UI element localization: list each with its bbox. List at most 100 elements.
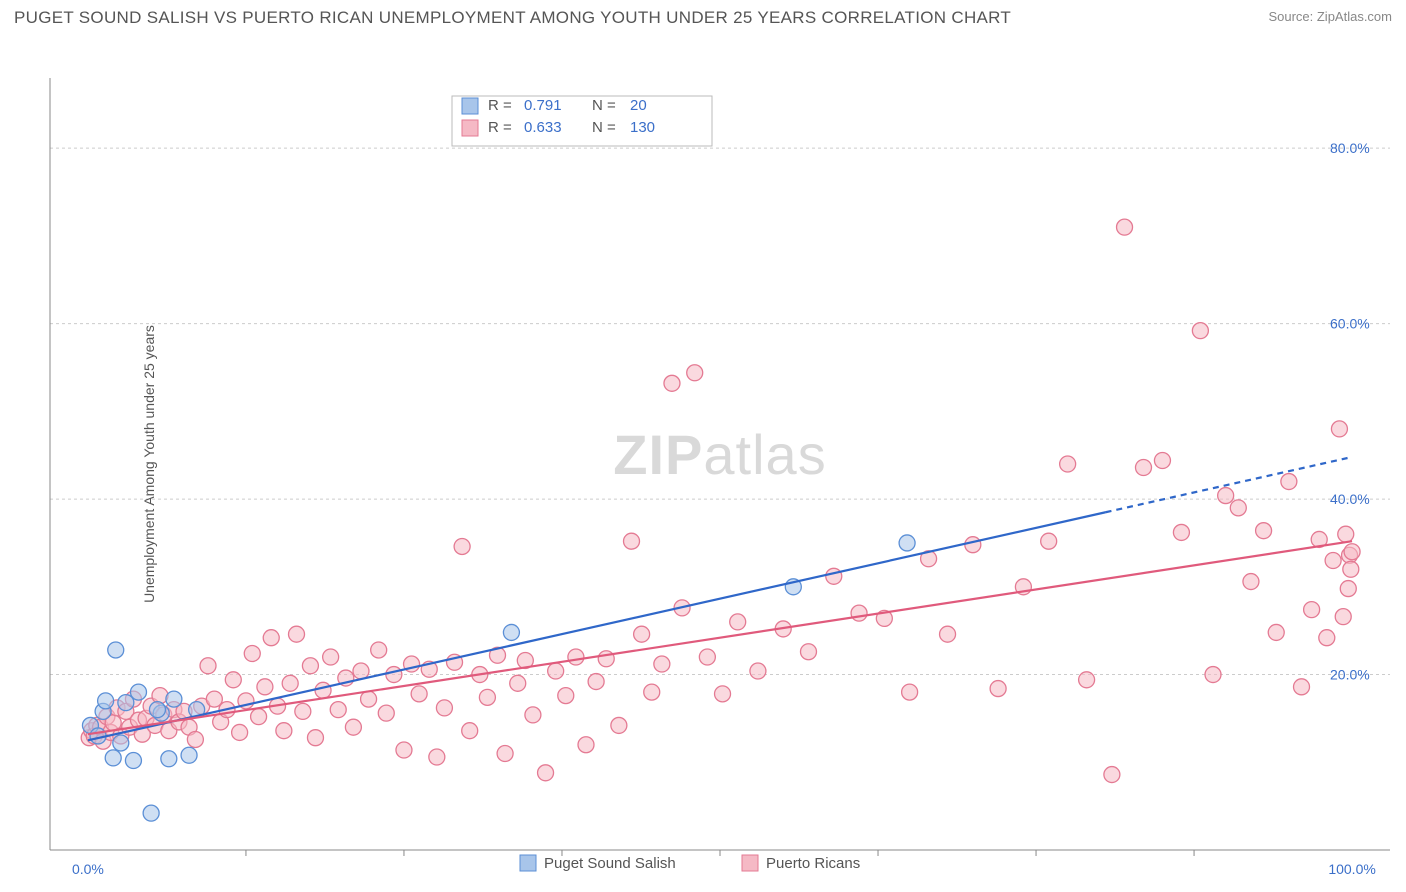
data-point — [315, 682, 331, 698]
data-point — [371, 642, 387, 658]
data-point — [396, 742, 412, 758]
data-point — [1205, 667, 1221, 683]
data-point — [902, 684, 918, 700]
data-point — [1135, 460, 1151, 476]
data-point — [244, 645, 260, 661]
data-point — [386, 667, 402, 683]
data-point — [497, 746, 513, 762]
data-point — [1173, 524, 1189, 540]
data-point — [899, 535, 915, 551]
data-point — [200, 658, 216, 674]
data-point — [181, 747, 197, 763]
legend-swatch — [462, 98, 478, 114]
data-point — [1218, 488, 1234, 504]
data-point — [330, 702, 346, 718]
data-point — [538, 765, 554, 781]
data-point — [644, 684, 660, 700]
legend-r-value: 0.791 — [524, 97, 562, 114]
data-point — [1294, 679, 1310, 695]
chart-header: PUGET SOUND SALISH VS PUERTO RICAN UNEMP… — [0, 0, 1406, 32]
data-point — [1060, 456, 1076, 472]
y-tick-label: 80.0% — [1330, 140, 1370, 156]
data-point — [1079, 672, 1095, 688]
data-point — [378, 705, 394, 721]
data-point — [479, 689, 495, 705]
data-point — [1256, 523, 1272, 539]
data-point — [411, 686, 427, 702]
data-point — [289, 626, 305, 642]
data-point — [750, 663, 766, 679]
y-axis-label: Unemployment Among Youth under 25 years — [141, 325, 157, 603]
data-point — [800, 644, 816, 660]
data-point — [282, 675, 298, 691]
data-point — [664, 375, 680, 391]
data-point — [588, 674, 604, 690]
data-point — [429, 749, 445, 765]
data-point — [965, 537, 981, 553]
data-point — [125, 753, 141, 769]
data-point — [687, 365, 703, 381]
data-point — [990, 681, 1006, 697]
series-swatch — [742, 855, 758, 871]
data-point — [263, 630, 279, 646]
data-point — [940, 626, 956, 642]
data-point — [232, 724, 248, 740]
source-value: ZipAtlas.com — [1317, 9, 1392, 24]
data-point — [1340, 581, 1356, 597]
data-point — [1344, 544, 1360, 560]
data-point — [257, 679, 273, 695]
x-tick-label: 0.0% — [72, 861, 104, 877]
data-point — [1154, 452, 1170, 468]
data-point — [161, 751, 177, 767]
legend-n-label: N = — [592, 97, 616, 114]
series-swatch — [520, 855, 536, 871]
y-tick-label: 40.0% — [1330, 491, 1370, 507]
data-point — [454, 538, 470, 554]
data-point — [1335, 609, 1351, 625]
data-point — [187, 731, 203, 747]
data-point — [730, 614, 746, 630]
data-point — [510, 675, 526, 691]
data-point — [548, 663, 564, 679]
scatter-chart: 20.0%40.0%60.0%80.0%0.0%100.0%ZIPatlasR … — [0, 36, 1406, 892]
y-tick-label: 60.0% — [1330, 316, 1370, 332]
data-point — [699, 649, 715, 665]
data-point — [345, 719, 361, 735]
data-point — [462, 723, 478, 739]
data-point — [1192, 323, 1208, 339]
data-point — [149, 702, 165, 718]
data-point — [108, 642, 124, 658]
data-point — [436, 700, 452, 716]
series-label: Puget Sound Salish — [544, 855, 676, 872]
data-point — [143, 805, 159, 821]
data-point — [826, 568, 842, 584]
data-point — [276, 723, 292, 739]
legend-r-value: 0.633 — [524, 119, 562, 136]
legend-swatch — [462, 120, 478, 136]
data-point — [295, 703, 311, 719]
data-point — [624, 533, 640, 549]
data-point — [611, 717, 627, 733]
data-point — [98, 693, 114, 709]
source: Source: ZipAtlas.com — [1268, 8, 1392, 26]
data-point — [166, 691, 182, 707]
legend-r-label: R = — [488, 97, 512, 114]
data-point — [1343, 561, 1359, 577]
data-point — [715, 686, 731, 702]
data-point — [307, 730, 323, 746]
data-point — [105, 750, 121, 766]
data-point — [654, 656, 670, 672]
data-point — [1104, 767, 1120, 783]
data-point — [353, 663, 369, 679]
data-point — [323, 649, 339, 665]
data-point — [1281, 474, 1297, 490]
chart-title: PUGET SOUND SALISH VS PUERTO RICAN UNEMP… — [14, 8, 1011, 28]
trend-line — [88, 512, 1106, 740]
watermark: ZIPatlas — [613, 423, 826, 486]
data-point — [1319, 630, 1335, 646]
data-point — [1041, 533, 1057, 549]
series-label: Puerto Ricans — [766, 855, 860, 872]
legend-n-value: 20 — [630, 97, 647, 114]
legend-n-label: N = — [592, 119, 616, 136]
data-point — [1304, 602, 1320, 618]
